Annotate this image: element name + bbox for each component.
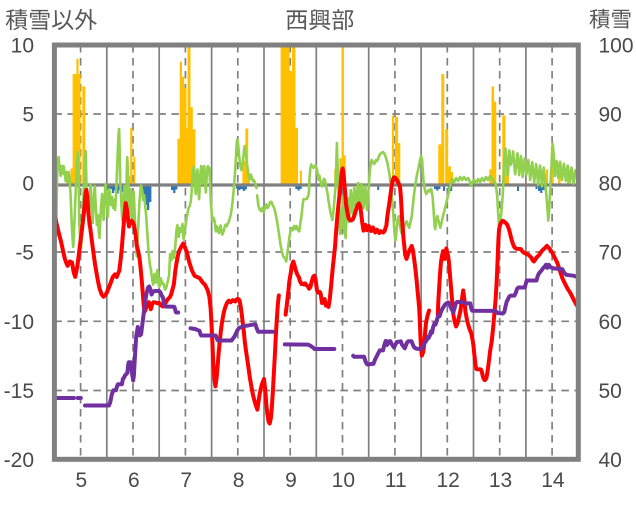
svg-text:5: 5 [22,104,34,127]
svg-text:8: 8 [233,469,245,492]
svg-text:-5: -5 [15,242,34,265]
svg-text:5: 5 [76,469,88,492]
svg-text:-20: -20 [4,449,34,472]
svg-text:10: 10 [332,469,355,492]
svg-text:100: 100 [599,35,634,58]
svg-text:90: 90 [599,104,622,127]
svg-text:10: 10 [11,35,34,58]
svg-text:7: 7 [180,469,192,492]
svg-text:70: 70 [599,242,622,265]
svg-text:11: 11 [385,469,407,492]
svg-text:40: 40 [599,449,622,472]
svg-text:6: 6 [128,469,140,492]
svg-text:9: 9 [285,469,297,492]
svg-text:0: 0 [22,173,34,196]
svg-text:80: 80 [599,173,622,196]
svg-text:-15: -15 [4,380,34,403]
svg-text:14: 14 [541,469,565,492]
svg-text:60: 60 [599,311,622,334]
svg-text:12: 12 [436,469,459,492]
svg-text:50: 50 [599,380,622,403]
svg-text:-10: -10 [4,311,34,334]
svg-text:13: 13 [489,469,512,492]
